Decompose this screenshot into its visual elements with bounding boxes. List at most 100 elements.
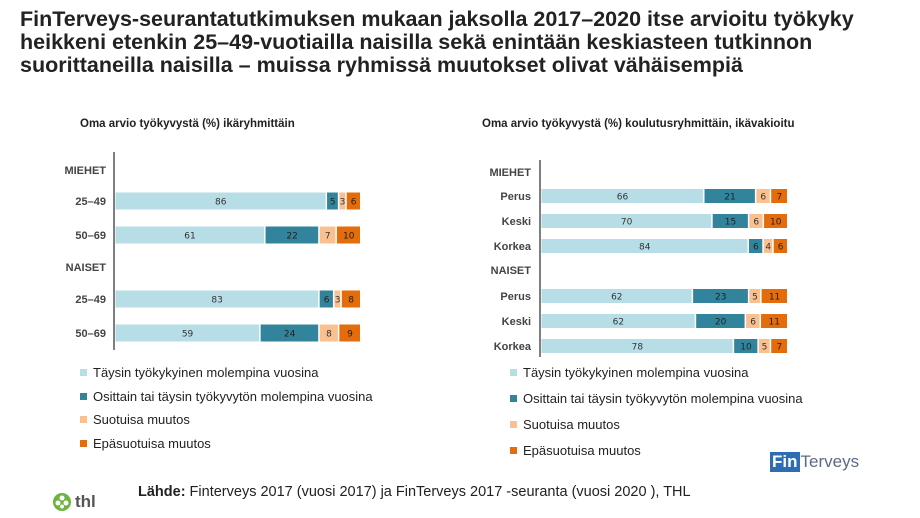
legend-label: Osittain tai täysin työkyvytön molempina… xyxy=(523,391,803,406)
legend-item: Epäsuotuisa muutos xyxy=(80,436,211,451)
group-label: NAISET xyxy=(491,265,532,277)
group-label: MIEHET xyxy=(489,167,531,179)
legend-swatch xyxy=(80,440,87,447)
data-label: 78 xyxy=(632,343,644,353)
source-label: Lähde: xyxy=(138,484,186,500)
legend-item: Osittain tai täysin työkyvytön molempina… xyxy=(80,389,373,404)
legend-item: Suotuisa muutos xyxy=(80,412,190,427)
data-label: 10 xyxy=(770,218,782,228)
legend-swatch xyxy=(510,447,517,454)
data-label: 7 xyxy=(776,193,782,203)
bar-segment xyxy=(319,290,333,308)
slide-title: FinTerveys-seurantatutkimuksen mukaan ja… xyxy=(20,7,854,77)
bar-segment xyxy=(265,226,319,244)
category-label: Keski xyxy=(502,316,531,328)
category-label: 50–69 xyxy=(75,230,106,242)
bar-segment xyxy=(541,214,712,228)
category-label: 25–49 xyxy=(75,196,106,208)
bar-segment xyxy=(115,290,319,308)
data-label: 83 xyxy=(211,296,222,306)
category-label: Perus xyxy=(500,291,531,303)
data-label: 3 xyxy=(335,296,341,306)
data-label: 8 xyxy=(326,330,332,340)
bar-segment xyxy=(541,289,692,303)
data-label: 70 xyxy=(621,218,633,228)
legend-item: Täysin työkykyinen molempina vuosina xyxy=(80,365,318,380)
data-label: 6 xyxy=(753,243,759,253)
category-label: Korkea xyxy=(494,241,532,253)
data-label: 6 xyxy=(753,218,759,228)
category-label: Korkea xyxy=(494,341,532,353)
data-label: 23 xyxy=(715,293,726,303)
legend-swatch xyxy=(80,393,87,400)
legend-label: Suotuisa muutos xyxy=(523,417,620,432)
thl-flower-icon xyxy=(53,493,71,511)
data-label: 6 xyxy=(324,296,330,306)
bar-segment xyxy=(771,339,787,353)
data-label: 6 xyxy=(351,198,357,208)
bar-segment xyxy=(771,189,787,203)
bar-segment xyxy=(693,289,748,303)
bar-segment xyxy=(334,290,341,308)
data-label: 5 xyxy=(330,198,336,208)
legend-item: Täysin työkykyinen molempina vuosina xyxy=(510,365,748,380)
bar-segment xyxy=(749,214,763,228)
group-label: MIEHET xyxy=(64,165,106,177)
bar-segment xyxy=(763,239,773,253)
finterveys-logo-fin: Fin xyxy=(770,452,800,472)
data-label: 4 xyxy=(765,243,771,253)
data-label: 86 xyxy=(215,198,227,208)
data-label: 6 xyxy=(760,193,766,203)
finterveys-logo: Fin Terveys xyxy=(770,452,859,472)
category-label: Keski xyxy=(502,216,531,228)
legend-label: Osittain tai täysin työkyvytön molempina… xyxy=(93,389,373,404)
thl-logo-text: thl xyxy=(75,492,96,511)
finterveys-logo-terveys: Terveys xyxy=(800,452,860,471)
bar-segment xyxy=(696,314,745,328)
bar-segment xyxy=(260,324,319,342)
bar-segment xyxy=(541,189,704,203)
legend-label: Täysin työkykyinen molempina vuosina xyxy=(523,365,749,380)
bar-segment xyxy=(712,214,748,228)
bar-segment xyxy=(115,324,260,342)
bar-segment xyxy=(773,239,787,253)
data-label: 59 xyxy=(182,330,194,340)
bar-segment xyxy=(749,289,761,303)
data-label: 22 xyxy=(286,232,297,242)
data-label: 10 xyxy=(740,343,752,353)
category-label: Perus xyxy=(500,191,531,203)
bar-segment xyxy=(341,290,360,308)
legend-label: Epäsuotuisa muutos xyxy=(523,443,641,458)
thl-logo: thl xyxy=(52,492,96,512)
bar-segment xyxy=(336,226,360,244)
legend-swatch xyxy=(80,416,87,423)
data-label: 5 xyxy=(752,293,758,303)
data-label: 20 xyxy=(715,318,727,328)
bar-segment xyxy=(746,314,760,328)
legend-swatch xyxy=(80,369,87,376)
data-label: 66 xyxy=(617,193,629,203)
data-label: 6 xyxy=(778,243,784,253)
bar-segment xyxy=(541,239,748,253)
data-label: 10 xyxy=(343,232,355,242)
bar-segment xyxy=(319,324,338,342)
left-chart-title: Oma arvio työkyvystä (%) ikäryhmittäin xyxy=(80,118,295,130)
bar-segment xyxy=(327,192,338,210)
legend-label: Suotuisa muutos xyxy=(93,412,190,427)
legend-swatch xyxy=(510,369,517,376)
category-label: 50–69 xyxy=(75,328,106,340)
bar-segment xyxy=(758,339,770,353)
bar-segment xyxy=(339,192,346,210)
legend-item: Osittain tai täysin työkyvytön molempina… xyxy=(510,391,803,406)
data-label: 6 xyxy=(750,318,756,328)
bar-segment xyxy=(761,289,787,303)
data-label: 15 xyxy=(725,218,736,228)
bar-segment xyxy=(748,239,763,253)
legend-label: Täysin työkykyinen molempina vuosina xyxy=(93,365,319,380)
bar-segment xyxy=(339,324,360,342)
bar-segment xyxy=(764,214,787,228)
legend-label: Epäsuotuisa muutos xyxy=(93,436,211,451)
legend-swatch xyxy=(510,421,517,428)
